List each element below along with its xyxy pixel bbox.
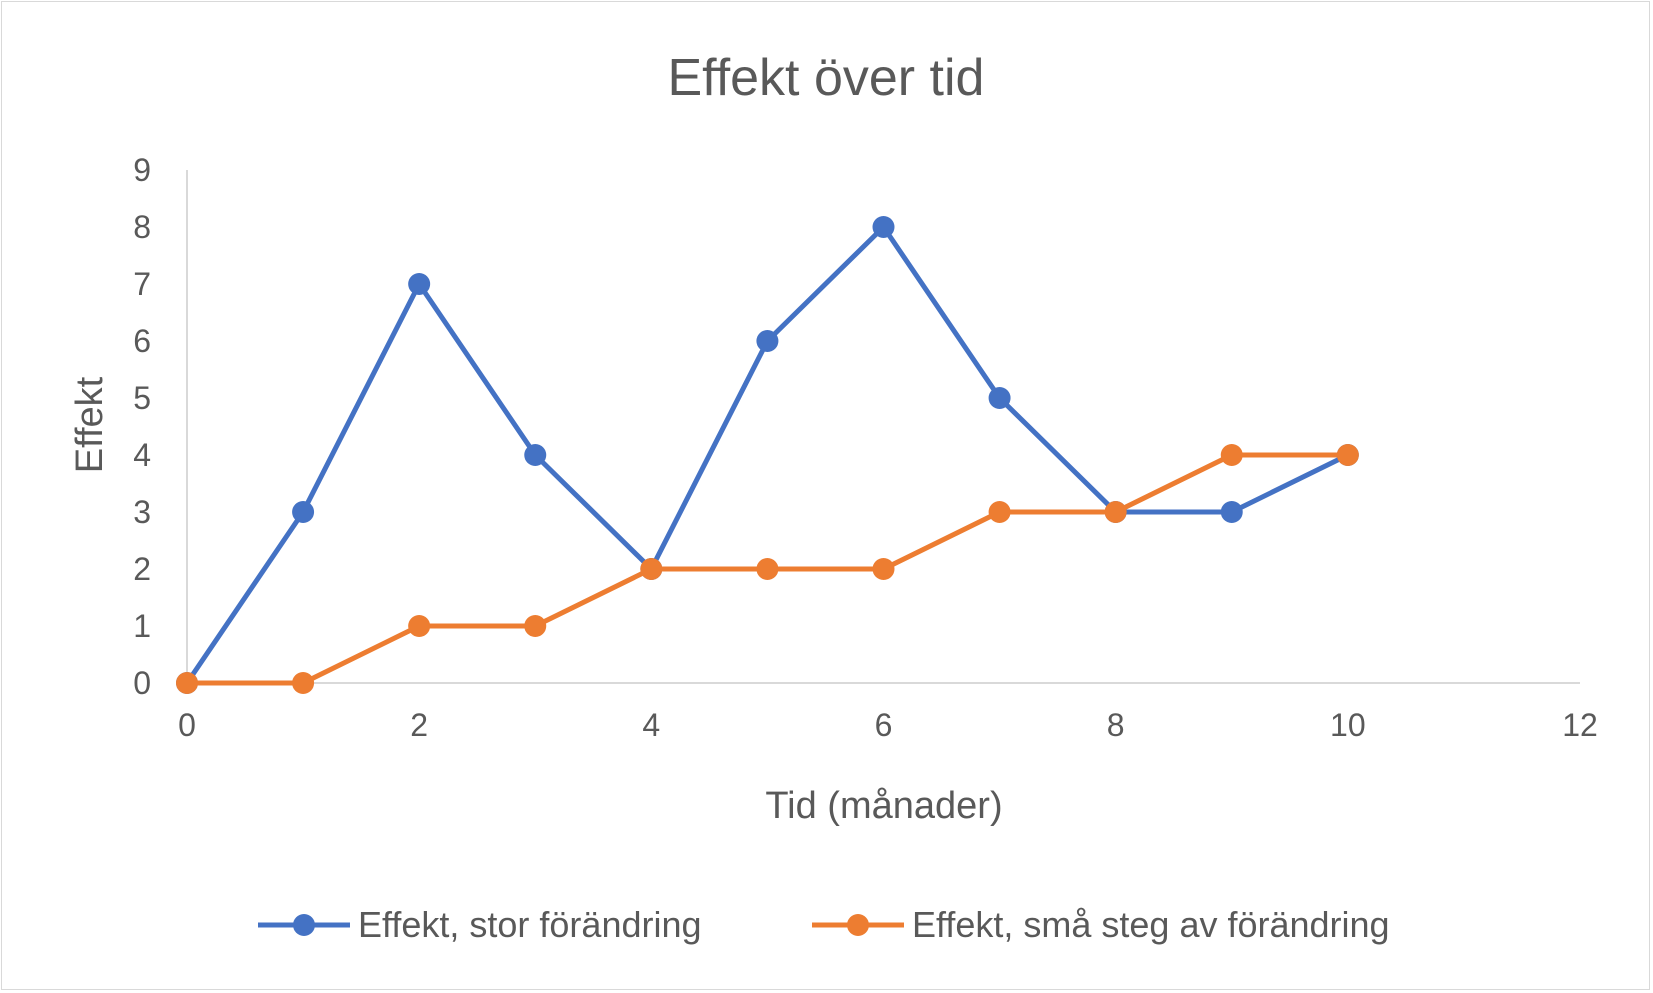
data-point	[872, 558, 895, 580]
data-point	[756, 330, 779, 352]
y-tick-label: 2	[133, 551, 151, 587]
data-point	[408, 273, 431, 295]
data-point	[988, 501, 1011, 523]
x-tick-label: 12	[1562, 707, 1598, 743]
y-axis: 0 1 2 3 4 5 6 7 8 9	[133, 152, 188, 701]
data-point	[756, 558, 779, 580]
data-point	[1104, 501, 1127, 523]
x-tick-label: 2	[410, 707, 428, 743]
y-tick-label: 7	[133, 266, 151, 302]
x-axis: 0 2 4 6 8 10 12	[178, 682, 1598, 743]
data-point	[640, 558, 663, 580]
y-tick-label: 6	[133, 323, 151, 359]
data-point	[988, 387, 1011, 409]
data-point	[872, 216, 895, 238]
y-tick-label: 0	[133, 665, 151, 701]
series-layer	[176, 216, 1359, 694]
data-point	[1336, 444, 1359, 466]
x-tick-label: 0	[178, 707, 196, 743]
legend-marker	[847, 914, 869, 936]
legend-item: Effekt, små steg av förändring	[812, 904, 1390, 945]
legend-label: Effekt, stor förändring	[358, 904, 702, 945]
data-point	[408, 615, 431, 637]
data-point	[524, 615, 547, 637]
data-point	[1220, 444, 1243, 466]
series-2	[176, 444, 1359, 694]
series-1	[176, 216, 1359, 694]
legend-marker	[293, 914, 315, 936]
legend-label: Effekt, små steg av förändring	[912, 904, 1390, 945]
series-line	[184, 224, 1349, 685]
x-tick-label: 6	[875, 707, 893, 743]
data-point	[176, 672, 198, 694]
legend: Effekt, stor förändring Effekt, små steg …	[258, 904, 1390, 945]
y-axis-label: Effekt	[69, 376, 111, 473]
legend-item: Effekt, stor förändring	[258, 904, 702, 945]
x-axis-label: Tid (månader)	[765, 785, 1002, 827]
y-tick-label: 1	[133, 608, 151, 644]
data-point	[524, 444, 547, 466]
y-tick-label: 4	[133, 437, 151, 473]
y-tick-label: 9	[133, 152, 151, 188]
y-tick-label: 5	[133, 380, 151, 416]
x-tick-label: 10	[1330, 707, 1366, 743]
data-point	[292, 672, 315, 694]
x-tick-label: 4	[642, 707, 660, 743]
data-point	[292, 501, 315, 523]
y-tick-label: 8	[133, 209, 151, 245]
data-point	[1220, 501, 1243, 523]
y-tick-label: 3	[133, 494, 151, 530]
x-tick-label: 8	[1107, 707, 1125, 743]
chart-title: Effekt över tid	[668, 49, 985, 107]
